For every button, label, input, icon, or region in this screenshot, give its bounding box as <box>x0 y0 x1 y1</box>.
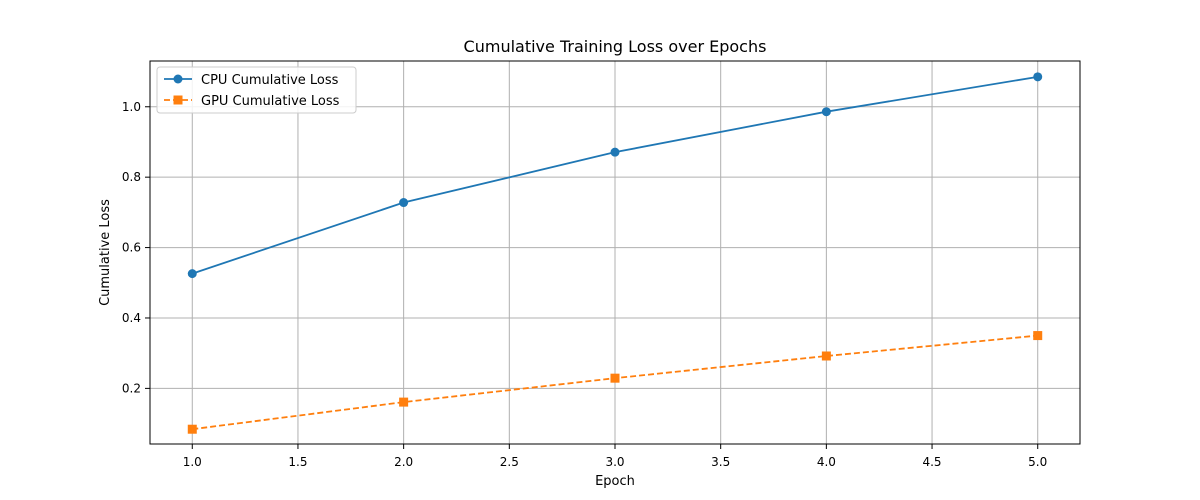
chart-title: Cumulative Training Loss over Epochs <box>464 37 767 56</box>
data-point <box>821 351 831 361</box>
legend-label: CPU Cumulative Loss <box>201 73 339 88</box>
data-point <box>821 107 831 117</box>
legend-marker <box>173 95 183 105</box>
x-tick-label: 2.0 <box>394 455 413 469</box>
legend-entries: CPU Cumulative Loss GPU Cumulative Loss <box>164 73 340 109</box>
x-tick-label: 4.5 <box>922 455 941 469</box>
data-point <box>399 397 409 407</box>
series-2 <box>187 331 1043 434</box>
y-tick-label: 0.6 <box>122 241 141 255</box>
legend-marker <box>173 74 183 84</box>
legend-label: GPU Cumulative Loss <box>201 94 340 109</box>
x-axis-label: Epoch <box>595 474 635 489</box>
data-point <box>187 269 197 279</box>
legend: CPU Cumulative Loss GPU Cumulative Loss <box>156 66 357 114</box>
y-tick-label: 0.4 <box>122 311 141 325</box>
data-point <box>610 147 620 157</box>
data-point <box>1033 72 1043 82</box>
y-tick-label: 0.2 <box>122 381 141 395</box>
y-axis-label: Cumulative Loss <box>98 199 113 306</box>
tick-layer: 1.0 1.5 2.0 2.5 3.0 3.5 4.0 4.5 5.0 0.2 0.4 0.6 0.8 1… <box>122 100 1047 469</box>
x-tick-label: 5.0 <box>1028 455 1047 469</box>
legend-box <box>156 66 357 114</box>
data-point <box>610 373 620 383</box>
data-point <box>187 424 197 434</box>
series-1 <box>187 72 1043 279</box>
data-point <box>1033 331 1043 341</box>
x-tick-label: 1.5 <box>288 455 307 469</box>
y-tick-label: 0.8 <box>122 170 141 184</box>
x-tick-label: 2.5 <box>500 455 519 469</box>
data-point <box>399 198 409 208</box>
x-tick-label: 4.0 <box>817 455 836 469</box>
x-tick-label: 3.5 <box>711 455 730 469</box>
series-layer <box>187 72 1043 434</box>
x-tick-label: 1.0 <box>183 455 202 469</box>
y-tick-label: 1.0 <box>122 100 141 114</box>
x-tick-label: 3.0 <box>605 455 624 469</box>
grid-layer <box>150 61 1080 444</box>
